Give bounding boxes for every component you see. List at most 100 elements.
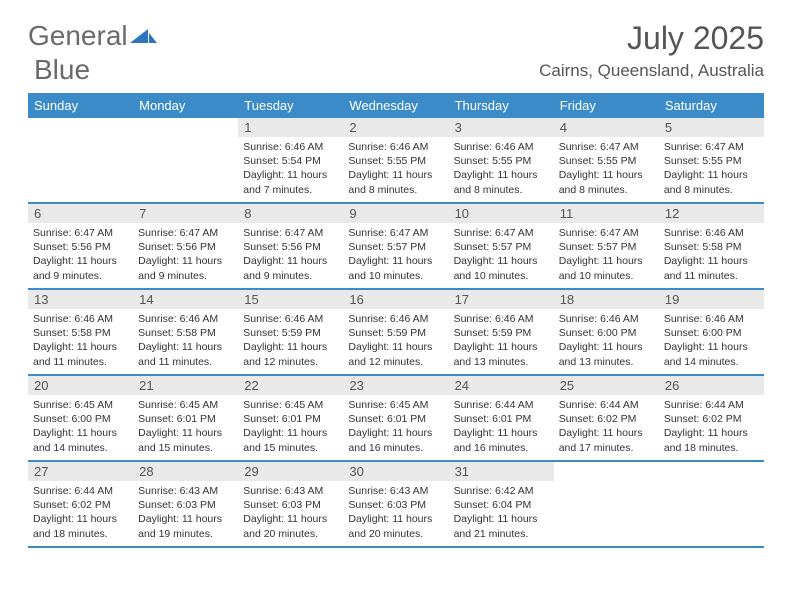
day-details: Sunrise: 6:45 AMSunset: 6:01 PMDaylight:… (238, 395, 343, 460)
calendar-day: 9Sunrise: 6:47 AMSunset: 5:57 PMDaylight… (343, 204, 448, 288)
day-details: Sunrise: 6:46 AMSunset: 5:58 PMDaylight:… (133, 309, 238, 374)
calendar-day (28, 118, 133, 202)
calendar-week: 20Sunrise: 6:45 AMSunset: 6:00 PMDayligh… (28, 376, 764, 462)
day-number: 27 (28, 462, 133, 481)
day-details: Sunrise: 6:44 AMSunset: 6:01 PMDaylight:… (449, 395, 554, 460)
calendar-day: 20Sunrise: 6:45 AMSunset: 6:00 PMDayligh… (28, 376, 133, 460)
day-number: 29 (238, 462, 343, 481)
day-number: 17 (449, 290, 554, 309)
day-details: Sunrise: 6:46 AMSunset: 5:54 PMDaylight:… (238, 137, 343, 202)
day-number: 12 (659, 204, 764, 223)
calendar-week: 13Sunrise: 6:46 AMSunset: 5:58 PMDayligh… (28, 290, 764, 376)
weekday-label: Wednesday (343, 93, 448, 118)
header: General July 2025 Cairns, Queensland, Au… (28, 20, 764, 81)
day-number: 4 (554, 118, 659, 137)
day-details: Sunrise: 6:45 AMSunset: 6:01 PMDaylight:… (343, 395, 448, 460)
day-number: 28 (133, 462, 238, 481)
calendar-day: 13Sunrise: 6:46 AMSunset: 5:58 PMDayligh… (28, 290, 133, 374)
day-details: Sunrise: 6:47 AMSunset: 5:57 PMDaylight:… (554, 223, 659, 288)
day-number: 25 (554, 376, 659, 395)
calendar-day: 8Sunrise: 6:47 AMSunset: 5:56 PMDaylight… (238, 204, 343, 288)
day-details: Sunrise: 6:46 AMSunset: 5:59 PMDaylight:… (343, 309, 448, 374)
day-details: Sunrise: 6:45 AMSunset: 6:01 PMDaylight:… (133, 395, 238, 460)
calendar-day: 16Sunrise: 6:46 AMSunset: 5:59 PMDayligh… (343, 290, 448, 374)
calendar-day: 7Sunrise: 6:47 AMSunset: 5:56 PMDaylight… (133, 204, 238, 288)
calendar-week: 27Sunrise: 6:44 AMSunset: 6:02 PMDayligh… (28, 462, 764, 548)
calendar-day (133, 118, 238, 202)
day-details: Sunrise: 6:46 AMSunset: 5:55 PMDaylight:… (343, 137, 448, 202)
day-number: 18 (554, 290, 659, 309)
day-details: Sunrise: 6:47 AMSunset: 5:56 PMDaylight:… (133, 223, 238, 288)
calendar-day: 3Sunrise: 6:46 AMSunset: 5:55 PMDaylight… (449, 118, 554, 202)
calendar-day: 22Sunrise: 6:45 AMSunset: 6:01 PMDayligh… (238, 376, 343, 460)
day-number: 16 (343, 290, 448, 309)
calendar-day (554, 462, 659, 546)
day-details: Sunrise: 6:45 AMSunset: 6:00 PMDaylight:… (28, 395, 133, 460)
day-number: 24 (449, 376, 554, 395)
day-details: Sunrise: 6:46 AMSunset: 5:59 PMDaylight:… (449, 309, 554, 374)
calendar-body: 1Sunrise: 6:46 AMSunset: 5:54 PMDaylight… (28, 118, 764, 548)
weekday-label: Thursday (449, 93, 554, 118)
day-details: Sunrise: 6:46 AMSunset: 5:58 PMDaylight:… (659, 223, 764, 288)
month-title: July 2025 (539, 20, 764, 57)
calendar-day: 24Sunrise: 6:44 AMSunset: 6:01 PMDayligh… (449, 376, 554, 460)
day-number: 19 (659, 290, 764, 309)
weekday-row: SundayMondayTuesdayWednesdayThursdayFrid… (28, 93, 764, 118)
day-details: Sunrise: 6:47 AMSunset: 5:55 PMDaylight:… (554, 137, 659, 202)
day-details: Sunrise: 6:46 AMSunset: 6:00 PMDaylight:… (659, 309, 764, 374)
day-details: Sunrise: 6:47 AMSunset: 5:57 PMDaylight:… (449, 223, 554, 288)
calendar-day: 10Sunrise: 6:47 AMSunset: 5:57 PMDayligh… (449, 204, 554, 288)
day-number: 11 (554, 204, 659, 223)
day-number: 14 (133, 290, 238, 309)
calendar-day: 30Sunrise: 6:43 AMSunset: 6:03 PMDayligh… (343, 462, 448, 546)
day-number: 3 (449, 118, 554, 137)
day-number: 20 (28, 376, 133, 395)
day-details: Sunrise: 6:43 AMSunset: 6:03 PMDaylight:… (133, 481, 238, 546)
logo-word2: Blue (34, 54, 90, 86)
calendar-day: 21Sunrise: 6:45 AMSunset: 6:01 PMDayligh… (133, 376, 238, 460)
day-details: Sunrise: 6:47 AMSunset: 5:56 PMDaylight:… (28, 223, 133, 288)
calendar-week: 6Sunrise: 6:47 AMSunset: 5:56 PMDaylight… (28, 204, 764, 290)
calendar-day: 4Sunrise: 6:47 AMSunset: 5:55 PMDaylight… (554, 118, 659, 202)
calendar-day: 18Sunrise: 6:46 AMSunset: 6:00 PMDayligh… (554, 290, 659, 374)
day-details: Sunrise: 6:44 AMSunset: 6:02 PMDaylight:… (28, 481, 133, 546)
day-details: Sunrise: 6:47 AMSunset: 5:56 PMDaylight:… (238, 223, 343, 288)
weekday-label: Monday (133, 93, 238, 118)
logo: General (28, 20, 160, 52)
calendar: SundayMondayTuesdayWednesdayThursdayFrid… (28, 93, 764, 548)
day-details: Sunrise: 6:46 AMSunset: 5:59 PMDaylight:… (238, 309, 343, 374)
weekday-label: Saturday (659, 93, 764, 118)
weekday-label: Tuesday (238, 93, 343, 118)
logo-word1: General (28, 20, 128, 52)
day-number: 15 (238, 290, 343, 309)
calendar-day: 27Sunrise: 6:44 AMSunset: 6:02 PMDayligh… (28, 462, 133, 546)
calendar-day: 28Sunrise: 6:43 AMSunset: 6:03 PMDayligh… (133, 462, 238, 546)
day-number: 21 (133, 376, 238, 395)
day-number: 23 (343, 376, 448, 395)
day-details: Sunrise: 6:43 AMSunset: 6:03 PMDaylight:… (343, 481, 448, 546)
calendar-week: 1Sunrise: 6:46 AMSunset: 5:54 PMDaylight… (28, 118, 764, 204)
calendar-day: 15Sunrise: 6:46 AMSunset: 5:59 PMDayligh… (238, 290, 343, 374)
day-details: Sunrise: 6:46 AMSunset: 5:55 PMDaylight:… (449, 137, 554, 202)
day-number: 30 (343, 462, 448, 481)
calendar-day: 31Sunrise: 6:42 AMSunset: 6:04 PMDayligh… (449, 462, 554, 546)
calendar-day: 5Sunrise: 6:47 AMSunset: 5:55 PMDaylight… (659, 118, 764, 202)
calendar-day: 11Sunrise: 6:47 AMSunset: 5:57 PMDayligh… (554, 204, 659, 288)
logo-shape-icon (130, 20, 158, 52)
calendar-day: 25Sunrise: 6:44 AMSunset: 6:02 PMDayligh… (554, 376, 659, 460)
title-block: July 2025 Cairns, Queensland, Australia (539, 20, 764, 81)
calendar-day: 19Sunrise: 6:46 AMSunset: 6:00 PMDayligh… (659, 290, 764, 374)
location: Cairns, Queensland, Australia (539, 61, 764, 81)
day-details: Sunrise: 6:42 AMSunset: 6:04 PMDaylight:… (449, 481, 554, 546)
day-details: Sunrise: 6:47 AMSunset: 5:55 PMDaylight:… (659, 137, 764, 202)
calendar-day: 2Sunrise: 6:46 AMSunset: 5:55 PMDaylight… (343, 118, 448, 202)
calendar-day: 29Sunrise: 6:43 AMSunset: 6:03 PMDayligh… (238, 462, 343, 546)
day-details: Sunrise: 6:44 AMSunset: 6:02 PMDaylight:… (659, 395, 764, 460)
day-number: 2 (343, 118, 448, 137)
weekday-label: Sunday (28, 93, 133, 118)
calendar-day: 17Sunrise: 6:46 AMSunset: 5:59 PMDayligh… (449, 290, 554, 374)
day-number: 31 (449, 462, 554, 481)
calendar-day: 12Sunrise: 6:46 AMSunset: 5:58 PMDayligh… (659, 204, 764, 288)
calendar-day: 6Sunrise: 6:47 AMSunset: 5:56 PMDaylight… (28, 204, 133, 288)
calendar-day: 23Sunrise: 6:45 AMSunset: 6:01 PMDayligh… (343, 376, 448, 460)
